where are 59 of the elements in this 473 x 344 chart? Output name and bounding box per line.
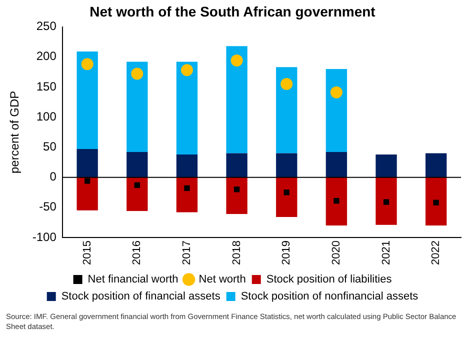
x-tick-label: 2017 [181,240,194,266]
point [180,64,193,76]
bar [226,46,248,154]
point [280,78,293,90]
y-tick-label: 0 [50,170,57,184]
bar [226,177,248,214]
y-tick-label: -50 [39,200,57,214]
point [230,54,243,67]
point [330,86,342,98]
point [134,182,140,188]
bar [76,51,98,150]
y-tick-label: 50 [43,140,57,154]
y-axis-title: percent of GDP [8,90,22,174]
legend-label: Stock position of financial assets [61,290,221,303]
bar [426,177,447,226]
bar [126,62,148,152]
x-tick-label: 2020 [330,240,342,266]
bar [276,67,298,154]
legend-label: Net worth [198,274,246,286]
y-tick-label: 100 [36,109,57,124]
point [131,68,144,80]
x-tick-label: 2015 [81,240,94,266]
point [284,190,290,196]
bar [376,154,397,178]
x-tick-label: 2016 [131,240,144,266]
point [81,58,94,70]
x-tick-label: 2022 [430,240,442,266]
legend-label: Stock position of liabilities [266,274,392,286]
bar [276,153,298,178]
bar [76,149,98,178]
bar [276,177,298,218]
point [84,178,90,184]
bar [326,177,348,226]
point [383,199,390,205]
bar [76,177,98,210]
y-tick-label: -100 [32,230,57,244]
point [334,198,340,204]
y-tick-label: 200 [36,49,57,64]
point [433,200,439,206]
bar [326,152,348,178]
legend-label: Stock position of nonfinancial assets [240,290,419,303]
bar [376,177,397,225]
bar [126,152,148,178]
legend-label: Net financial worth [88,274,178,286]
chart-title: Net worth of the South African government [90,3,376,20]
y-tick-label: 250 [36,19,57,34]
y-tick-label: 150 [36,79,57,94]
point [184,185,190,191]
bar [126,177,148,212]
x-tick-label: 2019 [280,240,293,266]
bar [426,153,447,178]
bar [176,154,198,178]
bar [176,62,198,154]
bar [176,177,198,212]
x-tick-label: 2018 [230,240,243,266]
point [234,186,240,192]
x-tick-label: 2021 [380,240,392,266]
bar [226,153,248,178]
bar [326,68,348,152]
